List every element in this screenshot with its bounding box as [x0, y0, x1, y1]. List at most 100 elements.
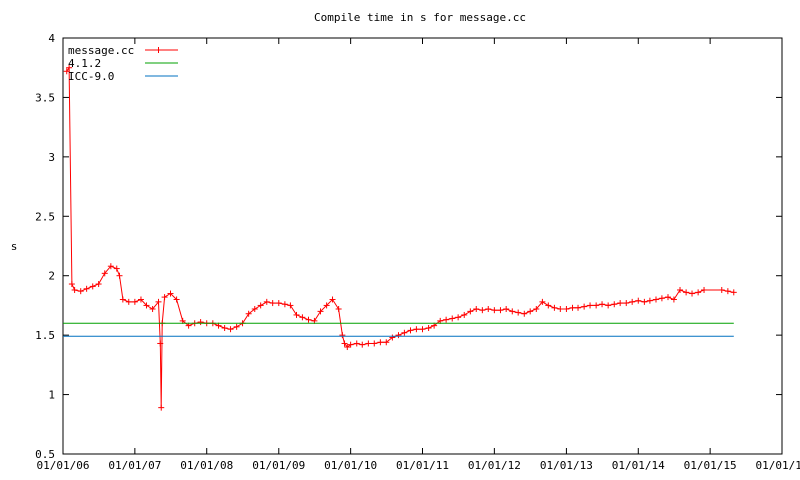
data-point	[197, 319, 204, 326]
data-point	[299, 314, 306, 321]
data-point	[149, 305, 156, 312]
data-point	[257, 302, 264, 309]
data-point	[63, 68, 70, 75]
data-point	[335, 305, 342, 312]
data-point	[317, 308, 324, 315]
data-point	[730, 289, 737, 296]
data-point	[665, 294, 672, 301]
chart-title: Compile time in s for message.cc	[314, 11, 526, 24]
legend-label: ICC-9.0	[68, 70, 114, 83]
data-point	[339, 332, 346, 339]
data-point	[269, 300, 276, 307]
data-point	[491, 307, 498, 314]
data-point	[125, 298, 132, 305]
data-point	[143, 302, 150, 309]
x-tick-label: 01/01/15	[684, 459, 737, 472]
data-point	[401, 329, 408, 336]
y-tick-label: 0.5	[35, 448, 55, 461]
data-point	[617, 300, 624, 307]
x-tick-label: 01/01/13	[540, 459, 593, 472]
data-point	[245, 310, 252, 317]
data-point	[670, 296, 677, 303]
y-tick-label: 1.5	[35, 329, 55, 342]
data-point	[629, 298, 636, 305]
data-point	[161, 294, 168, 301]
data-point	[377, 339, 384, 346]
data-point	[157, 340, 164, 347]
legend-label: 4.1.2	[68, 57, 101, 70]
data-point	[689, 290, 696, 297]
data-point	[353, 340, 360, 347]
data-point	[718, 286, 725, 293]
data-point	[359, 341, 366, 348]
data-point	[461, 311, 468, 318]
y-tick-label: 2	[48, 270, 55, 283]
x-tick-label: 01/01/08	[180, 459, 233, 472]
data-point	[263, 298, 270, 305]
data-point	[347, 341, 354, 348]
data-point	[158, 404, 165, 411]
data-point	[341, 340, 348, 347]
data-point	[233, 323, 240, 330]
y-tick-label: 2.5	[35, 210, 55, 223]
data-point	[389, 334, 396, 341]
data-point	[395, 332, 402, 339]
data-point	[623, 300, 630, 307]
data-point	[658, 295, 665, 302]
data-point	[221, 325, 228, 332]
data-point	[683, 289, 690, 296]
y-tick-label: 1	[48, 389, 55, 402]
data-point	[563, 305, 570, 312]
data-point	[605, 302, 612, 309]
x-tick-label: 01/01/11	[396, 459, 449, 472]
data-point	[695, 289, 702, 296]
data-point	[724, 288, 731, 295]
data-point	[293, 311, 300, 318]
data-point	[113, 265, 120, 272]
data-point	[365, 340, 372, 347]
data-point	[527, 308, 534, 315]
data-point	[599, 301, 606, 308]
data-point	[533, 305, 540, 312]
data-point	[473, 305, 480, 312]
y-axis-label: s	[11, 240, 18, 253]
y-tick-label: 4	[48, 32, 55, 45]
data-point	[569, 304, 576, 311]
data-point	[551, 304, 558, 311]
data-point	[371, 340, 378, 347]
data-point	[167, 290, 174, 297]
data-point	[509, 308, 516, 315]
data-point	[137, 296, 144, 303]
data-point	[83, 285, 90, 292]
data-point	[329, 296, 336, 303]
data-point	[593, 302, 600, 309]
data-point	[503, 305, 510, 312]
x-tick-label: 01/01/12	[468, 459, 521, 472]
data-point	[443, 316, 450, 323]
data-point	[155, 298, 162, 305]
data-point	[485, 305, 492, 312]
x-tick-label: 01/01/06	[37, 459, 90, 472]
axis-tick-labels: 0.5 1 1.5 2 2.5 3 3.5 4 01/01/06 01/01/07 01/01/08…	[35, 32, 800, 472]
data-point	[701, 286, 708, 293]
data-point	[587, 302, 594, 309]
series-layer	[63, 64, 737, 411]
data-point	[305, 316, 312, 323]
data-point	[383, 339, 390, 346]
x-tick-label: 01/01/07	[108, 459, 161, 472]
series-line-0	[66, 66, 734, 408]
data-point	[479, 307, 486, 314]
x-tick-label: 01/01/14	[612, 459, 665, 472]
data-point	[652, 296, 659, 303]
data-point	[413, 326, 420, 333]
data-point	[407, 327, 414, 334]
data-point	[539, 298, 546, 305]
data-point	[575, 304, 582, 311]
data-point	[497, 307, 504, 314]
data-point	[344, 344, 351, 351]
data-point	[449, 315, 456, 322]
x-tick-label: 01/01/09	[252, 459, 305, 472]
legend-label: message.cc	[68, 44, 134, 57]
